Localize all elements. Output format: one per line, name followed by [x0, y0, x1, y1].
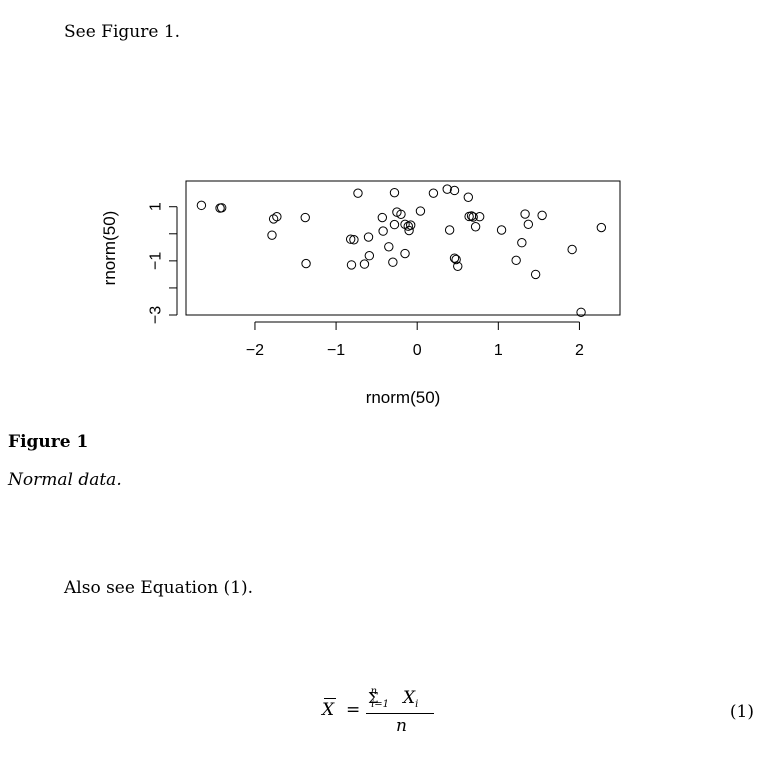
- data-point: [537, 210, 547, 221]
- data-point: [596, 222, 607, 233]
- data-point: [301, 258, 311, 269]
- data-point: [389, 219, 400, 230]
- equation-numerator: Σni=1 Xi: [368, 686, 419, 711]
- data-point: [353, 188, 363, 198]
- data-point: [268, 214, 279, 224]
- x-tick-label: −2: [246, 342, 264, 359]
- data-point: [567, 244, 577, 255]
- data-point: [216, 203, 227, 213]
- data-point: [517, 238, 527, 248]
- data-point: [415, 206, 426, 216]
- x-tick-label: −1: [327, 342, 345, 359]
- data-point: [359, 259, 370, 269]
- data-point: [272, 212, 282, 222]
- data-point: [520, 209, 530, 219]
- data-point: [511, 255, 521, 266]
- data-point: [576, 307, 586, 317]
- data-point: [388, 257, 398, 267]
- data-point: [377, 212, 388, 223]
- data-point: [496, 225, 507, 235]
- y-tick-label: −1: [148, 252, 165, 270]
- data-point: [449, 253, 460, 263]
- data-point: [404, 225, 414, 236]
- fraction-bar: [366, 713, 434, 714]
- data-point: [453, 261, 463, 271]
- x-tick-label: 1: [494, 342, 503, 359]
- y-tick-label: 1: [148, 202, 165, 211]
- data-point: [364, 251, 375, 261]
- figure-caption: Normal data.: [8, 470, 122, 490]
- y-axis-label: rnorm(50): [100, 211, 119, 286]
- data-point: [363, 232, 374, 242]
- data-point: [468, 212, 478, 222]
- data-point: [300, 212, 310, 223]
- data-point: [449, 185, 460, 196]
- equation-equals: =: [346, 700, 361, 720]
- equation-lhs: X: [322, 698, 336, 720]
- data-point: [463, 192, 474, 202]
- data-point: [396, 209, 406, 219]
- data-point: [523, 219, 534, 230]
- scatter-plot: −2 −1 0 1 2 1 −1 −3 rnorm(50) rnorm(50): [100, 180, 621, 407]
- data-point: [530, 269, 541, 280]
- x-tick-label: 0: [413, 342, 422, 359]
- equation-number: (1): [729, 702, 754, 722]
- data-point: [345, 234, 356, 244]
- data-point: [196, 200, 207, 211]
- also-see-text: Also see Equation (1).: [64, 578, 254, 598]
- data-point: [384, 242, 394, 252]
- data-point: [451, 254, 461, 265]
- data-point: [349, 235, 359, 245]
- data-point: [406, 220, 416, 230]
- x-axis: −2 −1 0 1 2: [246, 321, 584, 359]
- data-point: [470, 222, 481, 232]
- data-point: [389, 187, 400, 198]
- data-point: [442, 184, 452, 194]
- x-axis-label: rnorm(50): [366, 388, 441, 407]
- data-points: [196, 184, 607, 317]
- figure-title: Figure 1: [8, 432, 89, 452]
- plot-frame: [185, 180, 621, 316]
- data-point: [346, 260, 357, 270]
- data-point: [400, 248, 410, 259]
- data-point: [428, 188, 439, 198]
- data-point: [474, 212, 485, 222]
- equation-denominator: n: [396, 716, 407, 736]
- see-figure-text: See Figure 1.: [64, 22, 181, 42]
- data-point: [444, 225, 455, 235]
- y-tick-label: −3: [148, 306, 165, 324]
- y-axis: 1 −1 −3: [148, 202, 178, 324]
- data-point: [267, 230, 277, 240]
- data-point: [378, 226, 388, 236]
- x-tick-label: 2: [575, 342, 584, 359]
